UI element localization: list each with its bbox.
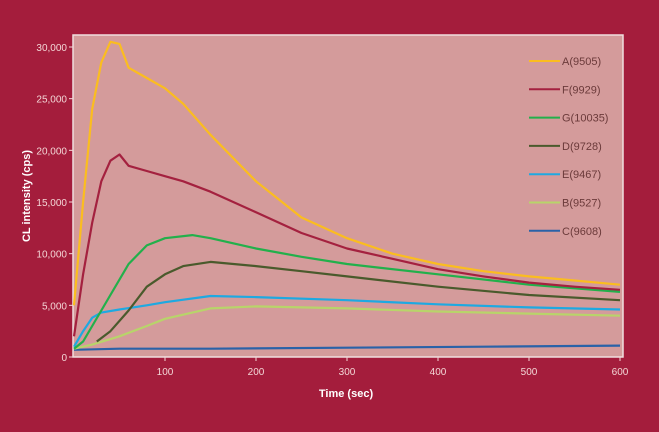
legend-item: E(9467) [529, 169, 601, 181]
y-tick-label: 25,000 [36, 95, 67, 106]
x-tick-label: 400 [430, 367, 447, 378]
legend-item: D(9728) [529, 141, 602, 153]
series-line [73, 305, 621, 350]
legend-item: F(9929) [529, 84, 601, 96]
x-tick-label: 300 [339, 367, 356, 378]
legend-item: C(9608) [529, 226, 602, 238]
y-tick-label: 20,000 [36, 146, 67, 157]
x-tick-label: 600 [612, 367, 629, 378]
series-line [96, 260, 621, 343]
legend-label: A(9505) [562, 56, 601, 68]
series-line [73, 234, 621, 350]
series-line [72, 40, 621, 306]
legend-item: B(9527) [529, 198, 601, 210]
y-tick-label: 15,000 [36, 198, 67, 209]
legend-label: C(9608) [562, 226, 602, 238]
legend-label: G(10035) [562, 113, 608, 125]
series-line [73, 294, 621, 348]
y-tick-label: 0 [61, 353, 67, 364]
x-axis-label: Time (sec) [319, 388, 374, 400]
y-tick-label: 10,000 [36, 250, 67, 261]
legend-item: G(10035) [529, 113, 608, 125]
legend-label: B(9527) [562, 198, 601, 210]
legend-item: A(9505) [529, 56, 601, 68]
x-tick-label: 100 [157, 367, 174, 378]
x-tick-label: 500 [521, 367, 538, 378]
legend-label: E(9467) [562, 169, 601, 181]
series-line [73, 344, 621, 351]
x-tick-label: 200 [248, 367, 265, 378]
y-tick-label: 5,000 [42, 301, 67, 312]
y-axis-label: CL intensity (cps) [21, 150, 33, 242]
legend-label: F(9929) [562, 84, 601, 96]
series-line [72, 153, 621, 337]
legend-label: D(9728) [562, 141, 602, 153]
y-tick-label: 30,000 [36, 43, 67, 54]
